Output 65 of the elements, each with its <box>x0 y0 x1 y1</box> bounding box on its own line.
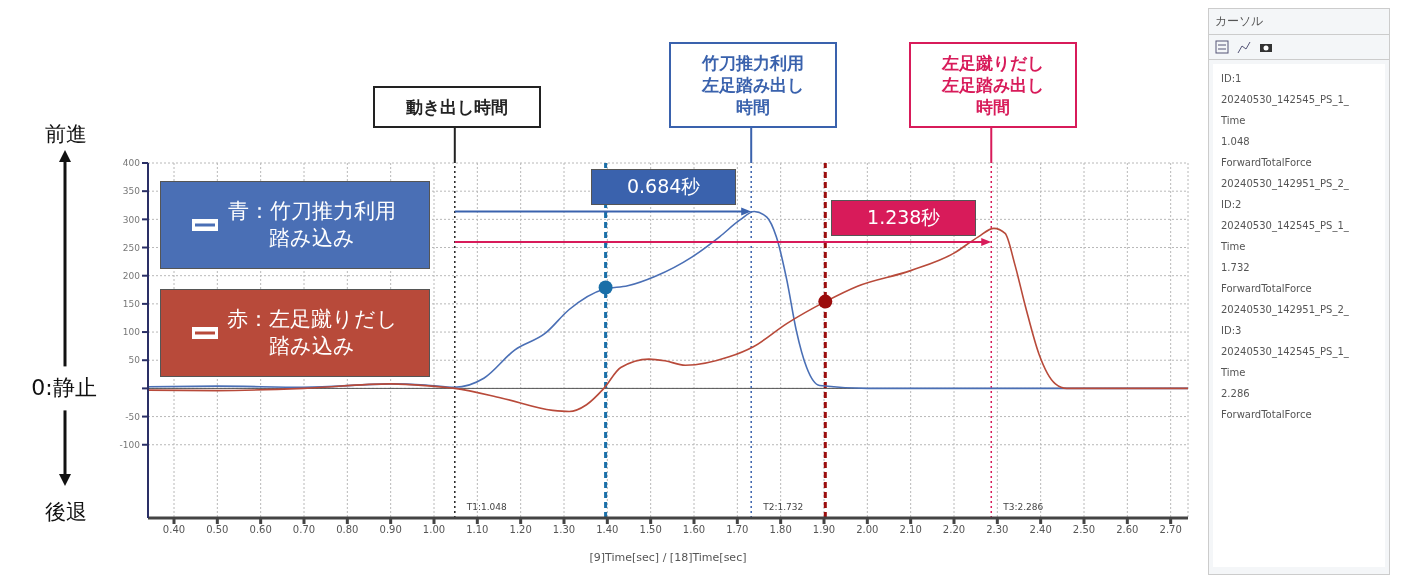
ref-line-label: T3:2.286 <box>1002 502 1044 512</box>
x-tick-label: 0.90 <box>379 524 402 536</box>
x-tick-label: 0.70 <box>292 524 316 536</box>
y-tick-label: 300 <box>122 214 141 225</box>
y-tick-label: 400 <box>122 158 141 169</box>
y-tick-label: 250 <box>122 242 141 253</box>
x-tick-label: 2.00 <box>856 524 879 536</box>
legend-label: 青：竹刀推力利用踏み込み <box>227 197 397 252</box>
x-tick-label: 2.10 <box>899 524 922 536</box>
x-tick-label: 1.80 <box>769 524 792 536</box>
text: ForwardTotalForce <box>1220 408 1313 422</box>
x-tick-label: 2.70 <box>1159 524 1182 536</box>
x-tick-label: 1.00 <box>422 524 446 536</box>
x-tick-label: 1.70 <box>726 524 749 536</box>
text: カーソル <box>1209 9 1389 35</box>
text: 0:静止 <box>8 372 120 405</box>
text: 2.286 <box>1220 387 1251 401</box>
x-tick-label: 0.80 <box>336 524 359 536</box>
text: Time <box>1220 240 1247 254</box>
annotation: 左足蹴りだし左足踏み出し時間 <box>940 51 1046 118</box>
text: ID:2 <box>1220 198 1243 212</box>
x-tick-label: 1.60 <box>682 524 706 536</box>
y-tick-label: -100 <box>119 439 141 450</box>
y-tick-label: -50 <box>125 411 141 422</box>
x-tick-label: 1.90 <box>812 524 836 536</box>
text: 20240530_142951_PS_2_ <box>1220 177 1350 192</box>
y-tick-label: 100 <box>122 327 141 338</box>
x-tick-label: 1.50 <box>639 524 662 536</box>
x-axis-title: [9]Time[sec] / [18]Time[sec] <box>589 551 747 564</box>
text: 20240530_142545_PS_1_ <box>1220 219 1350 234</box>
text: Time <box>1220 114 1247 128</box>
line-series <box>148 227 1188 413</box>
x-tick-label: 2.20 <box>942 524 966 536</box>
text: ID:3 <box>1220 324 1243 338</box>
x-tick-label: 2.40 <box>1029 524 1052 536</box>
y-tick-label: 350 <box>122 186 141 197</box>
x-tick-label: 1.20 <box>509 524 532 536</box>
x-tick-label: 1.30 <box>552 524 576 536</box>
ref-line-label: T2:1.732 <box>762 502 804 512</box>
x-tick-label: 0.40 <box>162 524 186 536</box>
x-tick-label: 2.50 <box>1072 524 1096 536</box>
x-tick-label: 1.10 <box>466 524 489 536</box>
annotation: 動き出し時間 <box>404 95 509 118</box>
text: 後退 <box>44 499 88 526</box>
y-tick-label: 150 <box>122 299 141 310</box>
text: 20240530_142545_PS_1_ <box>1220 93 1350 108</box>
text: ForwardTotalForce <box>1220 282 1313 296</box>
text: 前進 <box>44 121 88 148</box>
text: ID:1 <box>1220 72 1243 86</box>
legend-label: 赤：左足蹴りだし踏み込み <box>226 305 398 360</box>
annotation: 竹刀推力利用左足踏み出し時間 <box>700 51 806 118</box>
x-tick-label: 2.30 <box>986 524 1009 536</box>
y-tick-label: 50 <box>128 355 141 366</box>
text: 20240530_142545_PS_1_ <box>1220 345 1350 360</box>
x-tick-label: 1.40 <box>596 524 619 536</box>
y-tick-label: 200 <box>122 270 141 281</box>
x-tick-label: 0.60 <box>249 524 272 536</box>
ref-line-label: T1:1.048 <box>465 502 508 512</box>
text: Time <box>1220 366 1247 380</box>
text: 1.048 <box>1220 135 1251 149</box>
text: 1.732 <box>1220 261 1251 275</box>
x-tick-label: 2.60 <box>1116 524 1139 536</box>
text: ForwardTotalForce <box>1220 156 1313 170</box>
text: 20240530_142951_PS_2_ <box>1220 303 1350 318</box>
x-tick-label: 0.50 <box>206 524 229 536</box>
